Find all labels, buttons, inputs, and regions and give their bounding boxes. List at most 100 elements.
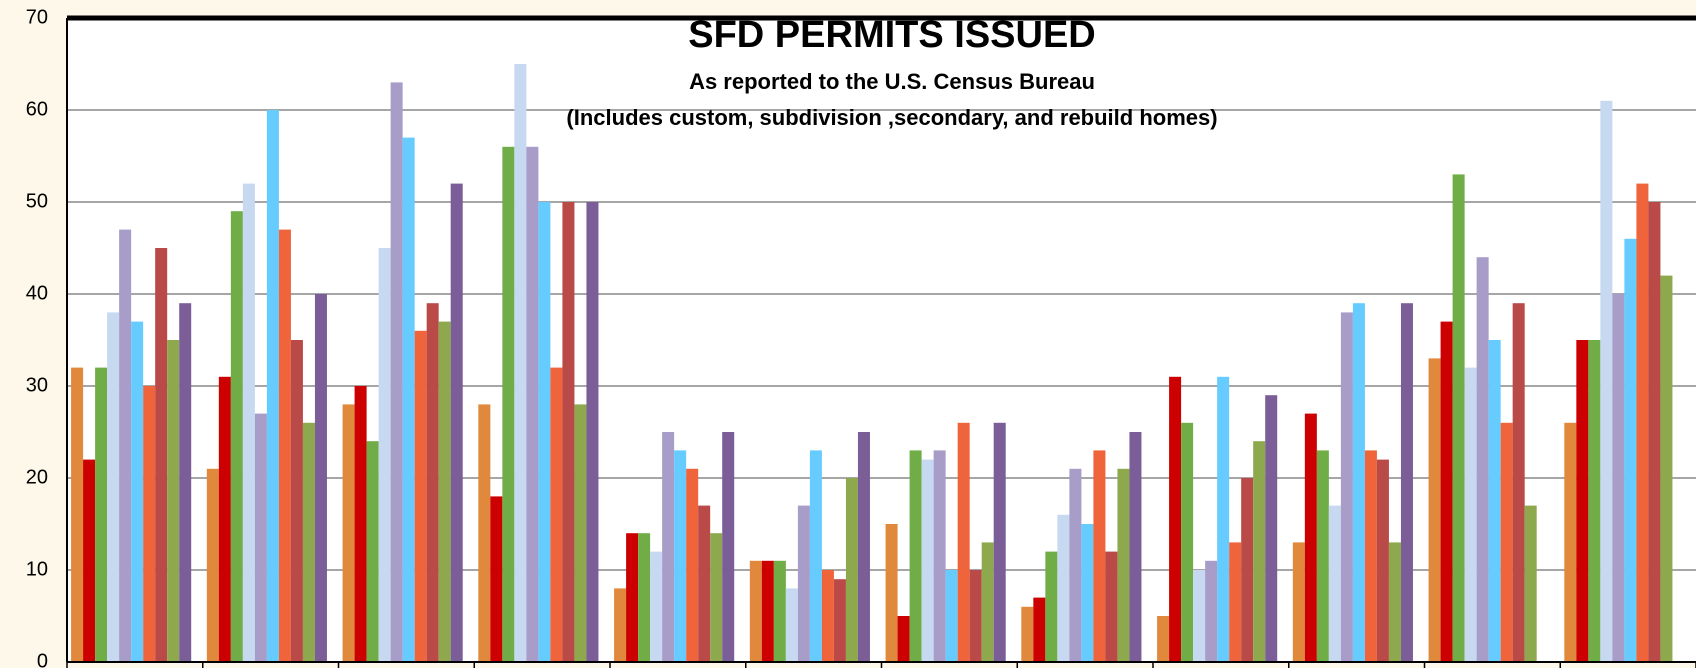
bar [1624, 238, 1637, 663]
bar [773, 560, 786, 662]
bar [574, 404, 587, 662]
bar [402, 137, 415, 663]
bar [1524, 505, 1537, 662]
bar [290, 340, 303, 662]
bar [1193, 570, 1206, 662]
bar [1564, 422, 1577, 662]
bar [502, 146, 515, 663]
bar [366, 441, 379, 662]
bar [450, 183, 463, 662]
bar [314, 294, 327, 662]
bar [1364, 450, 1377, 662]
bar [478, 404, 491, 662]
bar [1229, 542, 1242, 662]
bar [1400, 303, 1413, 662]
bar [1464, 367, 1477, 662]
bar [526, 146, 539, 663]
bar [354, 386, 367, 662]
bar [821, 570, 834, 662]
bar [722, 432, 735, 662]
bar [1069, 468, 1082, 662]
bar [1129, 432, 1142, 662]
y-tick-label: 0 [37, 650, 48, 668]
bar [969, 570, 982, 662]
bar [1117, 468, 1130, 662]
bar [809, 450, 822, 662]
bar [797, 505, 810, 662]
bar [1157, 616, 1170, 662]
bar [302, 422, 315, 662]
bar [885, 524, 898, 662]
bar [1660, 275, 1673, 662]
bar [538, 202, 551, 662]
bar [1241, 478, 1254, 662]
y-tick-label: 60 [26, 98, 48, 120]
bar [1057, 514, 1070, 662]
bar [1292, 542, 1305, 662]
bar [1440, 321, 1453, 662]
bar [167, 340, 180, 662]
bar [414, 330, 427, 662]
bar [1488, 340, 1501, 662]
bar [71, 367, 84, 662]
bar [1045, 551, 1058, 662]
bar [1304, 413, 1317, 662]
bar [278, 229, 291, 662]
bar [921, 459, 934, 662]
bar [266, 110, 279, 662]
bar [1265, 395, 1278, 662]
bar [674, 450, 687, 662]
bar [833, 579, 846, 662]
bar [254, 413, 267, 662]
bar [626, 533, 639, 662]
bar [1576, 340, 1589, 662]
bar [230, 211, 243, 662]
bar [514, 64, 527, 662]
y-tick-label: 50 [26, 190, 48, 212]
y-tick-label: 10 [26, 558, 48, 580]
y-tick-label: 40 [26, 282, 48, 304]
bar [1340, 312, 1353, 662]
y-tick-label: 70 [26, 6, 48, 28]
bar [1476, 257, 1489, 662]
bar [179, 303, 192, 662]
bar [1648, 202, 1661, 662]
bar [1169, 376, 1182, 662]
bar [1612, 294, 1625, 662]
bar [662, 432, 675, 662]
bar [426, 303, 439, 662]
bar [1253, 441, 1266, 662]
chart-subtitle: (Includes custom, subdivision ,secondary… [566, 105, 1217, 130]
bar [550, 367, 563, 662]
plot-area [67, 18, 1696, 662]
bar [218, 376, 231, 662]
bar [933, 450, 946, 662]
bar [1428, 358, 1441, 662]
bar [698, 505, 711, 662]
bar [845, 478, 858, 662]
bar [1452, 174, 1465, 662]
bar [378, 248, 391, 662]
bar [1352, 303, 1365, 662]
bar [1021, 606, 1034, 662]
bar [686, 468, 699, 662]
bar [614, 588, 627, 662]
bar [1636, 183, 1649, 662]
bar [1316, 450, 1329, 662]
bar [119, 229, 132, 662]
bar [586, 202, 599, 662]
bar [1033, 597, 1046, 662]
bar [945, 570, 958, 662]
bar [490, 496, 503, 662]
bar [1388, 542, 1401, 662]
bar [1588, 340, 1601, 662]
bar [143, 386, 156, 662]
bar [390, 82, 403, 662]
bar [155, 248, 168, 662]
bar [242, 183, 255, 662]
bar [1328, 505, 1341, 662]
chart-title: SFD PERMITS ISSUED [688, 14, 1096, 56]
bar [131, 321, 144, 662]
bar [785, 588, 798, 662]
